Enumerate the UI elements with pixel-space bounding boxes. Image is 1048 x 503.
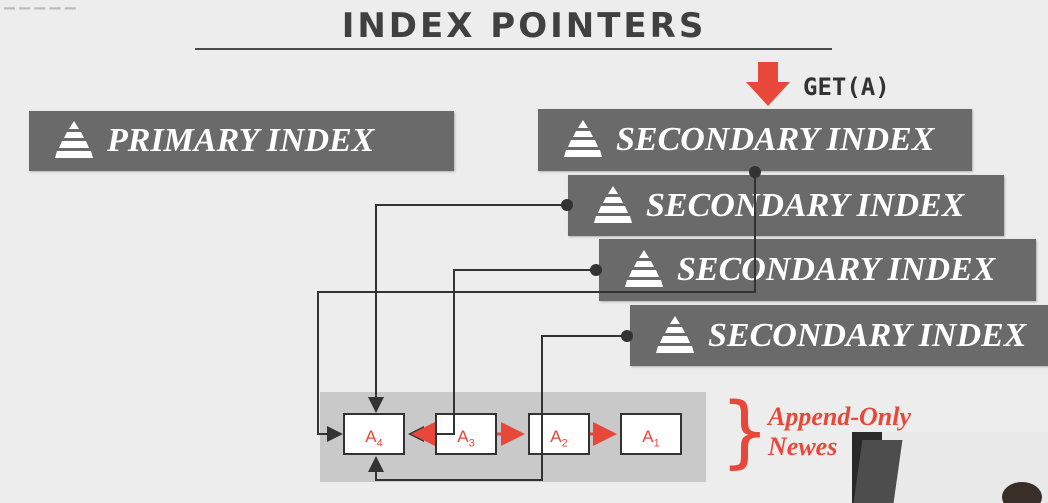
title-underline (195, 48, 832, 50)
pyramid-icon (594, 185, 632, 223)
version-box-a4: A4 (343, 413, 405, 455)
secondary-index-label: SECONDARY INDEX (616, 121, 935, 158)
get-arrow-icon (746, 62, 790, 106)
get-label: GET(A) (803, 73, 890, 101)
corner-watermark: ▁ ▁ ▁ ▁ ▁ (4, 0, 76, 10)
red-brace-icon: } (720, 387, 770, 477)
webcam-overlay (852, 432, 1048, 503)
secondary-index-panel: SECONDARY INDEX (599, 239, 1036, 301)
pointer-dot (749, 166, 761, 178)
pointer-line (408, 269, 596, 442)
secondary-index-label: SECONDARY INDEX (646, 186, 965, 224)
pyramid-icon (625, 250, 663, 287)
slide-title: INDEX POINTERS (341, 6, 707, 46)
secondary-index-label: SECONDARY INDEX (708, 316, 1027, 354)
pointer-line (317, 172, 756, 442)
secondary-index-panel: SECONDARY INDEX (630, 305, 1048, 366)
secondary-index-panel: SECONDARY INDEX (568, 175, 1004, 236)
pointer-line (368, 204, 567, 413)
pointer-dot (590, 264, 602, 276)
secondary-index-label: SECONDARY INDEX (677, 251, 996, 288)
pyramid-icon (656, 315, 694, 353)
primary-index-panel: PRIMARY INDEX (29, 111, 454, 171)
version-box-a1: A1 (620, 413, 682, 455)
version-box-a2: A2 (528, 413, 590, 455)
primary-index-label: PRIMARY INDEX (107, 122, 375, 159)
pointer-dot (621, 330, 633, 342)
pointer-line (368, 335, 627, 481)
pyramid-icon (55, 121, 93, 158)
append-only-label: Append-Only Newes (768, 402, 911, 461)
pyramid-icon (564, 120, 602, 157)
secondary-index-panel: SECONDARY INDEX (538, 109, 972, 171)
pointer-dot (561, 199, 573, 211)
